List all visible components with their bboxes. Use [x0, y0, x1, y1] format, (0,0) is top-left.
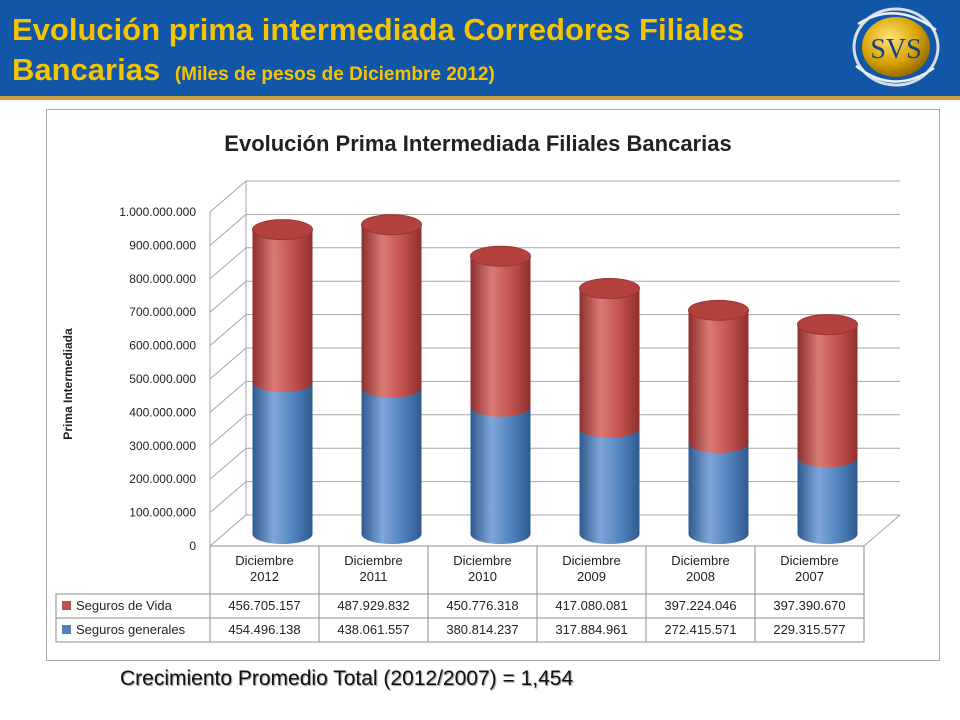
growth-note: Crecimiento Promedio Total (2012/2007) =… [120, 667, 574, 690]
data-table-value: 454.496.138 [228, 622, 300, 637]
y-tick-label: 200.000.000 [129, 472, 196, 486]
data-table-value: 272.415.571 [664, 622, 736, 637]
gridline-side [209, 414, 247, 447]
legend-seguros-de-vida: Seguros de Vida [76, 598, 173, 613]
bar-seguros-de-vida [797, 324, 858, 468]
data-table-value: 397.224.046 [664, 598, 736, 613]
legend-seguros-de-vida-swatch [62, 601, 71, 610]
bar-top-cap [797, 314, 858, 336]
gridline-side [209, 180, 247, 213]
bar-seguros-de-vida [361, 224, 422, 398]
data-table-value: 229.315.577 [773, 622, 845, 637]
bar-seguros-generales [688, 443, 749, 544]
chart-title: Evolución Prima Intermediada Filiales Ba… [224, 131, 731, 156]
data-table-value: 317.884.961 [555, 622, 627, 637]
y-tick-label: 500.000.000 [129, 372, 196, 386]
slide-header: Evolución prima intermediada Corredores … [0, 0, 960, 100]
gridline-side [209, 514, 247, 547]
data-table-value: 417.080.081 [555, 598, 627, 613]
y-tick-label: 100.000.000 [129, 506, 196, 520]
bar-seguros-generales [579, 427, 640, 544]
gridline-side [209, 247, 247, 280]
data-table-value: 438.061.557 [337, 622, 409, 637]
logo-text: SVS [870, 34, 921, 65]
bar-top-cap [579, 278, 640, 300]
data-table-value: 487.929.832 [337, 598, 409, 613]
bar-seguros-generales [252, 382, 313, 544]
bar-top-cap [361, 214, 422, 236]
gridline-side [209, 447, 247, 480]
gridline-side [209, 280, 247, 313]
data-table-value: 397.390.670 [773, 598, 845, 613]
legend-seguros-generales: Seguros generales [76, 622, 186, 637]
bar-seguros-de-vida [252, 229, 313, 393]
y-tick-label: 800.000.000 [129, 272, 196, 286]
data-table-value: 456.705.157 [228, 598, 300, 613]
data-table-value: 380.814.237 [446, 622, 518, 637]
slide-title-continued: Bancarias [12, 52, 161, 87]
floor-right-edge [863, 514, 901, 547]
bar-seguros-de-vida [579, 288, 640, 438]
data-table-value: 450.776.318 [446, 598, 518, 613]
x-tick-label: Diciembre 2010 [453, 553, 512, 584]
y-tick-label: 300.000.000 [129, 439, 196, 453]
y-tick-label: 600.000.000 [129, 339, 196, 353]
slide-title: Evolución prima intermediada Corredores … [12, 12, 745, 47]
x-tick-label: Diciembre 2012 [235, 553, 294, 584]
y-tick-label: 0 [189, 539, 196, 553]
bar-top-cap [688, 299, 749, 321]
bar-top-cap [252, 219, 313, 241]
bar-seguros-de-vida [688, 310, 749, 454]
y-tick-label: 400.000.000 [129, 405, 196, 419]
bar-seguros-generales [797, 457, 858, 544]
slide-subtitle: (Miles de pesos de Diciembre 2012) [174, 64, 495, 85]
y-tick-label: 700.000.000 [129, 305, 196, 319]
y-tick-label: 900.000.000 [129, 238, 196, 252]
y-tick-label: 1.000.000.000 [119, 205, 196, 219]
legend-seguros-generales-swatch [62, 625, 71, 634]
stacked-bar-chart: Evolución Prima Intermediada Filiales Ba… [55, 131, 901, 643]
gridline-side [209, 314, 247, 346]
slide-title-line2: Bancarias (Miles de pesos de Diciembre 2… [12, 52, 495, 88]
bar-seguros-generales [361, 387, 422, 544]
y-axis-label: Prima Intermediada [61, 328, 75, 440]
gridline-side [209, 381, 247, 413]
bar-seguros-generales [470, 406, 531, 544]
gridline-side [209, 347, 247, 380]
x-tick-label: Diciembre 2008 [671, 553, 730, 584]
x-tick-label: Diciembre 2007 [780, 553, 839, 584]
x-tick-label: Diciembre 2009 [562, 553, 621, 584]
x-tick-label: Diciembre 2011 [344, 553, 403, 584]
bar-top-cap [470, 245, 531, 267]
gridline-side [209, 481, 247, 513]
bar-seguros-de-vida [470, 256, 531, 417]
gridline-side [209, 214, 247, 246]
svs-logo: SVS [852, 7, 940, 87]
